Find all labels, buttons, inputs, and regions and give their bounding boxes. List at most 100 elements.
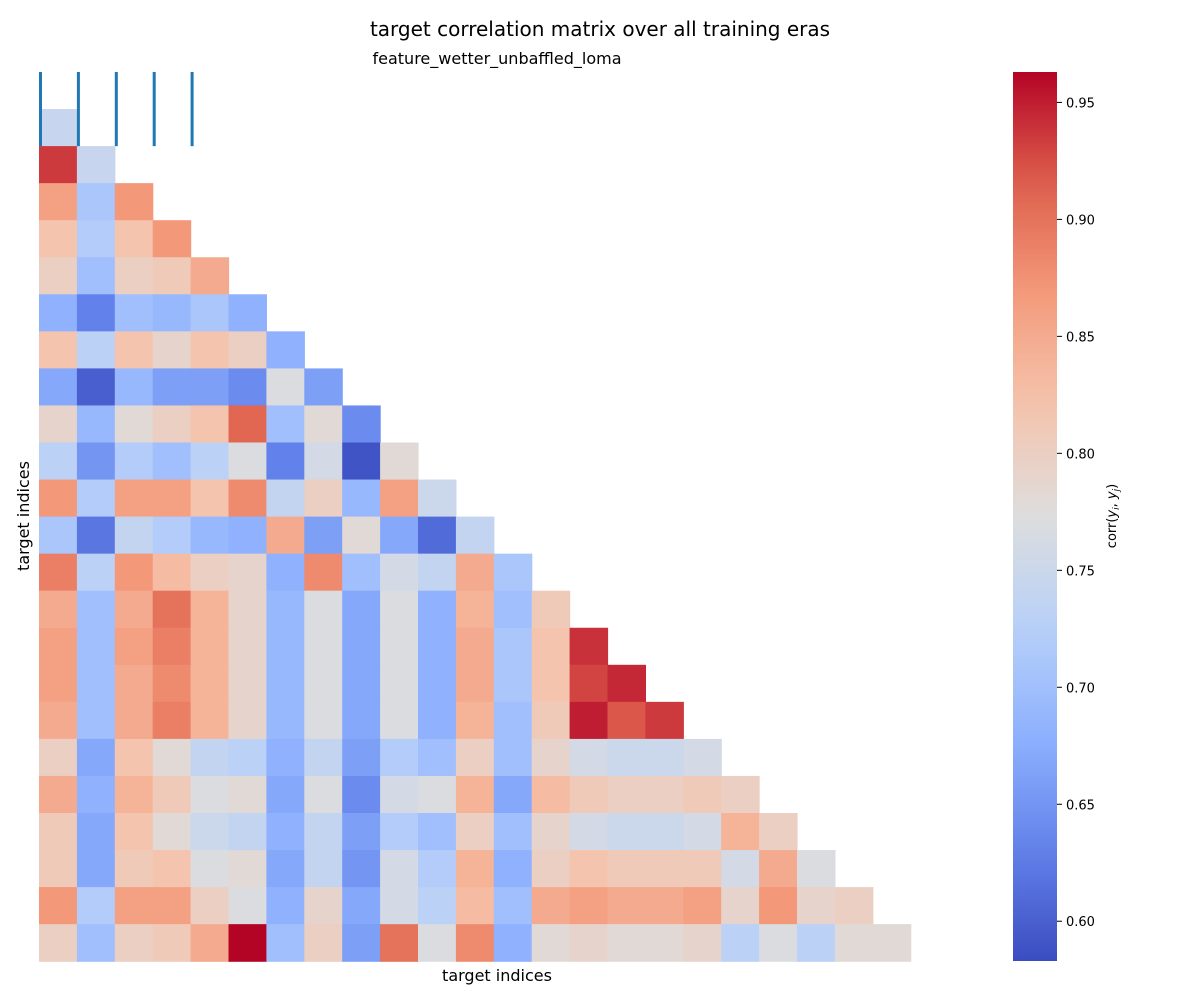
heatmap-cell-12-2 bbox=[114, 516, 154, 555]
heatmap-cell-3-1 bbox=[76, 183, 116, 221]
colorbar-label: corr(yi, yj) bbox=[1105, 484, 1122, 548]
heatmap-cell-12-1 bbox=[76, 516, 116, 555]
heatmap-cell-3-0 bbox=[39, 183, 78, 221]
heatmap-cell-22-1 bbox=[76, 887, 116, 925]
heatmap-cell-21-10 bbox=[418, 850, 457, 888]
heatmap-cell-9-6 bbox=[266, 405, 305, 444]
heatmap-cell-8-7 bbox=[304, 368, 343, 407]
heatmap-cell-17-6 bbox=[266, 701, 305, 740]
heatmap-cell-19-15 bbox=[607, 775, 646, 814]
heatmap-cell-21-3 bbox=[152, 850, 192, 888]
heatmap-cell-15-13 bbox=[531, 627, 571, 666]
heatmap-cell-21-9 bbox=[380, 850, 419, 888]
heatmap-cell-16-1 bbox=[76, 664, 116, 703]
heatmap-cell-13-4 bbox=[190, 553, 230, 592]
heatmap-cell-22-4 bbox=[190, 887, 230, 925]
heatmap-cell-10-3 bbox=[152, 442, 192, 481]
heatmap-cell-9-3 bbox=[152, 405, 192, 444]
heatmap-cell-5-4 bbox=[190, 257, 230, 295]
heatmap-cell-17-14 bbox=[569, 701, 609, 740]
heatmap-cell-17-4 bbox=[190, 701, 230, 740]
heatmap-cell-17-16 bbox=[645, 701, 684, 740]
heatmap-cell-6-3 bbox=[152, 294, 192, 332]
heatmap-cell-17-15 bbox=[607, 701, 646, 740]
heatmap-cell-13-1 bbox=[76, 553, 116, 592]
colorbar-tick-label: 0.70 bbox=[1066, 681, 1095, 696]
heatmap-cell-13-9 bbox=[380, 553, 419, 592]
heatmap-cell-22-5 bbox=[228, 887, 267, 925]
heatmap-cell-15-5 bbox=[228, 627, 267, 666]
heatmap-cell-6-2 bbox=[114, 294, 154, 332]
heatmap-cell-5-1 bbox=[76, 257, 116, 295]
heatmap-cell-18-16 bbox=[645, 738, 684, 777]
heatmap-cell-21-5 bbox=[228, 850, 267, 888]
heatmap-cell-19-9 bbox=[380, 775, 419, 814]
heatmap-cell-18-6 bbox=[266, 738, 305, 777]
heatmap-cell-17-11 bbox=[455, 701, 495, 740]
heatmap-cell-22-12 bbox=[493, 887, 533, 925]
heatmap-cell-20-19 bbox=[759, 813, 798, 851]
heatmap-cell-20-11 bbox=[455, 813, 495, 851]
heatmap-cell-7-6 bbox=[266, 331, 305, 369]
heatmap-cell-19-7 bbox=[304, 775, 343, 814]
heatmap-cell-15-10 bbox=[418, 627, 457, 666]
heatmap-cell-18-3 bbox=[152, 738, 192, 777]
heatmap-cell-15-12 bbox=[493, 627, 533, 666]
heatmap-cell-23-10 bbox=[418, 924, 457, 962]
heatmap-cell-21-0 bbox=[39, 850, 78, 888]
heatmap-cell-22-18 bbox=[721, 887, 760, 925]
heatmap-cell-12-11 bbox=[455, 516, 495, 555]
heatmap-cell-12-5 bbox=[228, 516, 267, 555]
heatmap-cell-8-2 bbox=[114, 368, 154, 407]
heatmap-cell-15-4 bbox=[190, 627, 230, 666]
heatmap-cell-16-9 bbox=[380, 664, 419, 703]
heatmap-cell-21-6 bbox=[266, 850, 305, 888]
heatmap-cell-11-8 bbox=[342, 479, 381, 518]
heatmap-cell-23-0 bbox=[39, 924, 78, 962]
heatmap-cell-22-20 bbox=[797, 887, 836, 925]
heatmap-cell-23-2 bbox=[114, 924, 154, 962]
heatmap-cell-19-16 bbox=[645, 775, 684, 814]
heatmap-cell-5-2 bbox=[114, 257, 154, 295]
heatmap-cell-22-19 bbox=[759, 887, 798, 925]
heatmap-cell-7-2 bbox=[114, 331, 154, 369]
heatmap-cell-18-15 bbox=[607, 738, 646, 777]
heatmap-cell-21-15 bbox=[607, 850, 646, 888]
heatmap-cell-2-1 bbox=[76, 146, 116, 184]
heatmap-cell-9-1 bbox=[76, 405, 116, 444]
heatmap-cell-23-4 bbox=[190, 924, 230, 962]
heatmap-cell-19-18 bbox=[721, 775, 760, 814]
heatmap-cell-17-13 bbox=[531, 701, 571, 740]
heatmap-cell-11-7 bbox=[304, 479, 343, 518]
heatmap-cell-19-13 bbox=[531, 775, 571, 814]
heatmap-cell-11-9 bbox=[380, 479, 419, 518]
heatmap-cell-23-21 bbox=[834, 924, 874, 962]
heatmap-cell-8-3 bbox=[152, 368, 192, 407]
heatmap-cell-18-14 bbox=[569, 738, 609, 777]
heatmap-cell-18-13 bbox=[531, 738, 571, 777]
heatmap-cell-15-1 bbox=[76, 627, 116, 666]
heatmap-cell-20-18 bbox=[721, 813, 760, 851]
heatmap-cell-13-0 bbox=[39, 553, 78, 592]
heatmap-cell-16-15 bbox=[607, 664, 646, 703]
heatmap-cell-12-6 bbox=[266, 516, 305, 555]
heatmap-cell-16-13 bbox=[531, 664, 571, 703]
heatmap-cell-5-0 bbox=[39, 257, 78, 295]
heatmap-cell-23-18 bbox=[721, 924, 760, 962]
heatmap-cell-23-19 bbox=[759, 924, 798, 962]
heatmap-cell-21-12 bbox=[493, 850, 533, 888]
heatmap-cell-20-14 bbox=[569, 813, 609, 851]
heatmap-cell-18-8 bbox=[342, 738, 381, 777]
heatmap-cell-15-11 bbox=[455, 627, 495, 666]
heatmap-cell-8-5 bbox=[228, 368, 267, 407]
heatmap-cell-21-17 bbox=[683, 850, 722, 888]
heatmap-cell-20-0 bbox=[39, 813, 78, 851]
heatmap-cell-7-4 bbox=[190, 331, 230, 369]
heatmap-cell-12-8 bbox=[342, 516, 381, 555]
heatmap-cell-11-4 bbox=[190, 479, 230, 518]
heatmap-cell-9-0 bbox=[39, 405, 78, 444]
heatmap-cell-11-0 bbox=[39, 479, 78, 518]
heatmap-cell-9-7 bbox=[304, 405, 343, 444]
colorbar bbox=[1013, 72, 1057, 961]
heatmap-cell-9-2 bbox=[114, 405, 154, 444]
